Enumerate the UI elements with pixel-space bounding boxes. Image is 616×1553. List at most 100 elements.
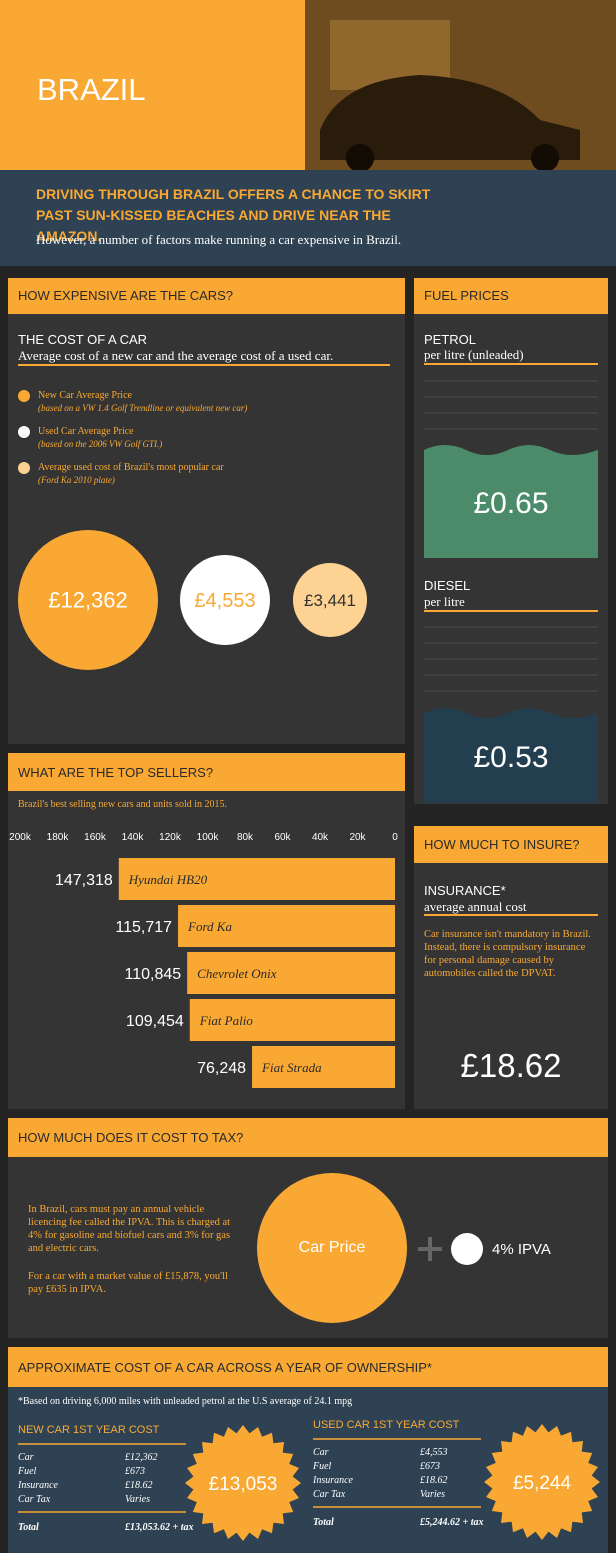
table-cell: Insurance [313,1475,353,1486]
x-tick-label: 40k [312,832,329,843]
price-label: £12,362 [48,588,128,613]
table-cell: Car Tax [18,1494,51,1505]
heading: HOW EXPENSIVE ARE THE CARS? [18,288,234,303]
heading-bar [8,1118,608,1157]
section-subtitle: Average cost of a new car and the averag… [18,348,334,363]
fuel-subtitle: per litre (unleaded) [424,347,524,362]
car-price-label: Car Price [298,1239,366,1256]
table-total: £5,244.62 + tax [420,1517,484,1528]
ownership-note: *Based on driving 6,000 miles with unlea… [18,1396,353,1407]
legend-note: (based on the 2006 VW Golf GTI.) [38,439,163,449]
legend-dot [18,462,30,474]
fuel-lines [424,380,598,692]
x-tick-label: 180k [47,832,70,843]
bar-category: Fiat Palio [199,1013,254,1028]
car-price-circle [257,1173,407,1323]
table-total: £13,053.62 + tax [125,1522,194,1533]
table-cell: Insurance [18,1480,58,1491]
heading: APPROXIMATE COST OF A CAR ACROSS A YEAR … [18,1360,432,1375]
legend-label: Average used cost of Brazil's most popul… [38,462,224,473]
subtitle: However, a number of factors make runnin… [36,232,402,247]
heading-bar [8,753,405,791]
table-cell: £673 [125,1466,145,1477]
badge [484,1424,600,1540]
header-block [0,0,305,170]
badge-label: £5,244 [513,1473,572,1494]
table-title: NEW CAR 1ST YEAR COST [18,1424,160,1436]
badge [185,1425,301,1541]
legend-dot [18,426,30,438]
value-label: 115,717 [115,919,172,936]
table-cell: Varies [420,1489,445,1500]
x-tick-label: 200k [9,832,32,843]
table-cell: £4,553 [420,1447,448,1458]
price-circle [18,530,158,670]
diesel-block [424,708,598,803]
heading-bar [414,278,608,314]
intro-band [0,170,616,266]
legend-dot [18,390,30,402]
badge-label: £13,053 [209,1474,278,1495]
chart-subtitle: Brazil's best selling new cars and units… [18,799,227,810]
table-total: Total [18,1522,39,1533]
bar-category: Hyundai HB20 [128,872,208,887]
insurance-subtitle: average annual cost [424,899,527,914]
tax-text: In Brazil, cars must pay an annual vehic… [28,1204,231,1254]
heading: FUEL PRICES [424,288,509,303]
table-cell: £18.62 [125,1480,153,1491]
bar [189,999,395,1041]
value-label: 110,845 [125,966,182,983]
price-circle [293,563,367,637]
x-tick-label: 80k [237,832,254,843]
insurance-title: INSURANCE* [424,883,506,898]
x-tick-label: 60k [274,832,291,843]
table-cell: Fuel [313,1461,332,1472]
bar [187,952,395,994]
heading: HOW MUCH DOES IT COST TO TAX? [18,1130,244,1145]
value-label: 76,248 [197,1060,246,1077]
table-cell: Fuel [18,1466,37,1477]
petrol-block [424,445,598,558]
fuel-title: DIESEL [424,578,471,593]
ipva-circle [451,1233,483,1265]
legend-note: (based on a VW 1.4 Golf Trendline or equ… [38,403,248,413]
bar [178,905,395,947]
table-total: Total [313,1517,334,1528]
panel [414,826,608,1109]
legend-label: New Car Average Price [38,390,132,401]
ipva-label: 4% IPVA [492,1241,551,1258]
bar-category: Ford Ka [187,919,232,934]
bar [118,858,395,900]
bar [252,1046,395,1088]
tax-text: For a car with a market value of £15,878… [28,1271,228,1295]
heading: HOW MUCH TO INSURE? [424,837,580,852]
insurance-price: £18.62 [460,1047,562,1084]
fuel-price: £0.65 [473,487,549,520]
legend-note: (Ford Ka 2010 plate) [38,475,115,485]
table-cell: Varies [125,1494,150,1505]
heading-bar [8,278,405,314]
plus [418,1237,442,1261]
heading-bar [414,826,608,863]
photo-wheel [531,144,559,172]
bar-category: Fiat Strada [261,1060,322,1075]
table-title: USED CAR 1ST YEAR COST [313,1419,460,1431]
photo-wheel [346,144,374,172]
section-title: THE COST OF A CAR [18,332,148,347]
price-label: £4,553 [194,590,255,612]
table-cell: £12,362 [125,1452,158,1463]
x-tick-label: 120k [159,832,182,843]
x-tick-label: 100k [197,832,220,843]
insurance-text: Car insurance isn't mandatory in Brazil.… [424,929,591,979]
bar-category: Chevrolet Onix [197,966,277,981]
legend-label: Used Car Average Price [38,426,134,437]
photo-car [320,75,580,160]
heading-bar [8,1347,608,1387]
x-tick-label: 140k [122,832,145,843]
title: BRAZIL [37,72,146,107]
value-label: 147,318 [55,872,113,889]
fuel-price: £0.53 [473,741,549,774]
x-tick-label: 0 [392,832,398,843]
heading: WHAT ARE THE TOP SELLERS? [18,765,214,780]
